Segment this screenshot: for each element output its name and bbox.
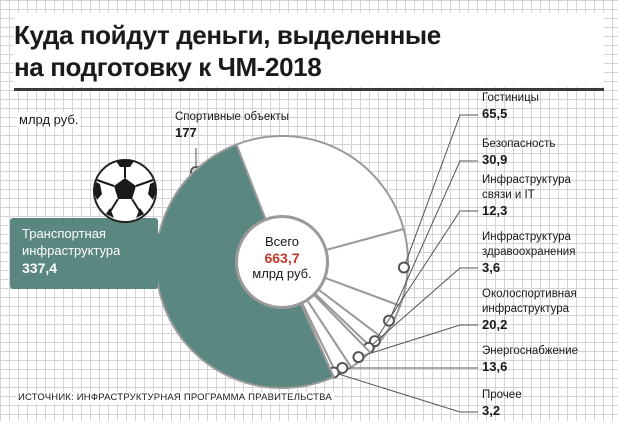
source-note: ИСТОЧНИК: ИНФРАСТРУКТУРНАЯ ПРОГРАММА ПРА… — [16, 392, 334, 403]
chart-title-line-1: Куда пойдут деньги, выделенные — [14, 20, 441, 50]
marker-гостиницы — [397, 261, 410, 274]
leader-line-инфраструктура-здравоохранения — [368, 267, 478, 349]
slice-value-прочее: 3,2 — [482, 403, 500, 418]
transport-callout: Транспортная инфраструктура 337,4 — [10, 218, 158, 289]
leader-line-прочее — [333, 372, 478, 413]
slice-label-прочее-0: Прочее — [482, 389, 522, 401]
title-panel — [14, 13, 604, 87]
title-divider — [14, 88, 604, 91]
slice-value-гостиницы: 65,5 — [482, 106, 507, 121]
total-value: 663,7 — [264, 250, 300, 266]
leader-line-околоспортивная-инфраструктура — [358, 324, 478, 358]
slice-label-инфраструктура-связи-и-it-1: связи и IT — [482, 189, 535, 201]
slice-value-инфраструктура-связи-и-it: 12,3 — [482, 203, 507, 218]
slice-value-энергоснабжение: 13,6 — [482, 359, 507, 374]
slice-label-инфраструктура-здравоохранения-1: здравоохранения — [482, 246, 575, 258]
slice-value-околоспортивная-инфраструктура: 20,2 — [482, 317, 507, 332]
chart-title-line-2: на подготовку к ЧМ-2018 — [14, 52, 322, 82]
slice-label-безопасность-0: Безопасность — [482, 138, 555, 150]
total-unit: млрд руб. — [252, 266, 312, 281]
donut-hole — [236, 216, 328, 308]
slice-label-околоспортивная-инфраструктура-0: Околоспортивная — [482, 288, 577, 300]
slice-value-инфраструктура-здравоохранения: 3,6 — [482, 260, 500, 275]
transport-value: 337,4 — [22, 260, 58, 276]
leader-line-гостиницы — [403, 114, 478, 268]
marker-околоспортивная-инфраструктура — [352, 351, 365, 364]
slice-value-спортивные-объекты: 177 — [175, 125, 197, 140]
slice-label-околоспортивная-инфраструктура-1: инфраструктура — [482, 303, 570, 315]
slice-label-инфраструктура-здравоохранения-0: Инфраструктура — [482, 231, 571, 243]
total-caption: Всего — [264, 234, 300, 249]
leader-line-безопасность — [388, 160, 478, 321]
slice-value-безопасность: 30,9 — [482, 152, 507, 167]
transport-label-line-2: инфраструктура — [22, 243, 121, 258]
slice-label-инфраструктура-связи-и-it-0: Инфраструктура — [482, 174, 571, 186]
leader-line-инфраструктура-связи-и-it — [374, 210, 478, 342]
slice-label-энергоснабжение-0: Энергоснабжение — [482, 345, 578, 357]
transport-callout-arrow — [157, 232, 167, 248]
soccer-ball-icon — [93, 159, 157, 223]
unit-label: млрд руб. — [17, 112, 81, 127]
total-label: Всего 663,7 млрд руб. — [240, 234, 324, 282]
slice-label-гостиницы-0: Гостиницы — [482, 92, 539, 104]
transport-label-line-1: Транспортная — [22, 226, 106, 241]
slice-label-спортивные-объекты-0: Спортивные объекты — [175, 111, 289, 123]
